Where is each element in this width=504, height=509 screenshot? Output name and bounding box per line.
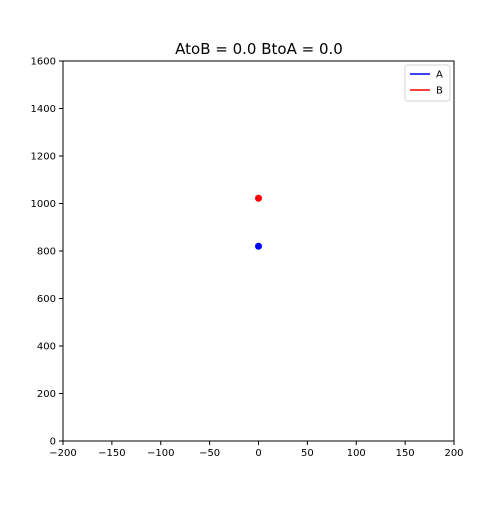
data-point-a	[255, 242, 262, 250]
y-tick-label: 200	[37, 389, 56, 400]
y-tick-label: 0	[50, 437, 56, 448]
data-point-b	[255, 194, 262, 202]
x-tick-label: −200	[49, 448, 76, 459]
x-tick-label: −150	[98, 448, 125, 459]
legend-label-a: A	[436, 70, 443, 81]
y-tick-label: 1200	[31, 152, 56, 163]
chart-title: AtoB = 0.0 BtoA = 0.0	[175, 40, 343, 58]
y-tick-label: 1600	[31, 57, 56, 68]
x-tick-label: −100	[147, 448, 174, 459]
x-tick-label: 50	[301, 448, 314, 459]
x-tick-label: 100	[347, 448, 366, 459]
y-tick-label: 800	[37, 247, 56, 258]
y-tick-label: 1400	[31, 104, 56, 115]
legend-box	[404, 64, 451, 102]
x-tick-label: 150	[396, 448, 415, 459]
x-tick-label: 200	[444, 448, 463, 459]
plot-area: −200 −150 −100 −50 0 50 100 150 200 0 200 400 600 800…	[31, 57, 464, 460]
x-tick-label: −50	[199, 448, 220, 459]
y-tick-label: 400	[37, 342, 56, 353]
legend-label-b: B	[436, 86, 443, 97]
y-tick-label: 1000	[31, 199, 56, 210]
y-tick-label: 600	[37, 294, 56, 305]
x-tick-label: 0	[255, 448, 261, 459]
